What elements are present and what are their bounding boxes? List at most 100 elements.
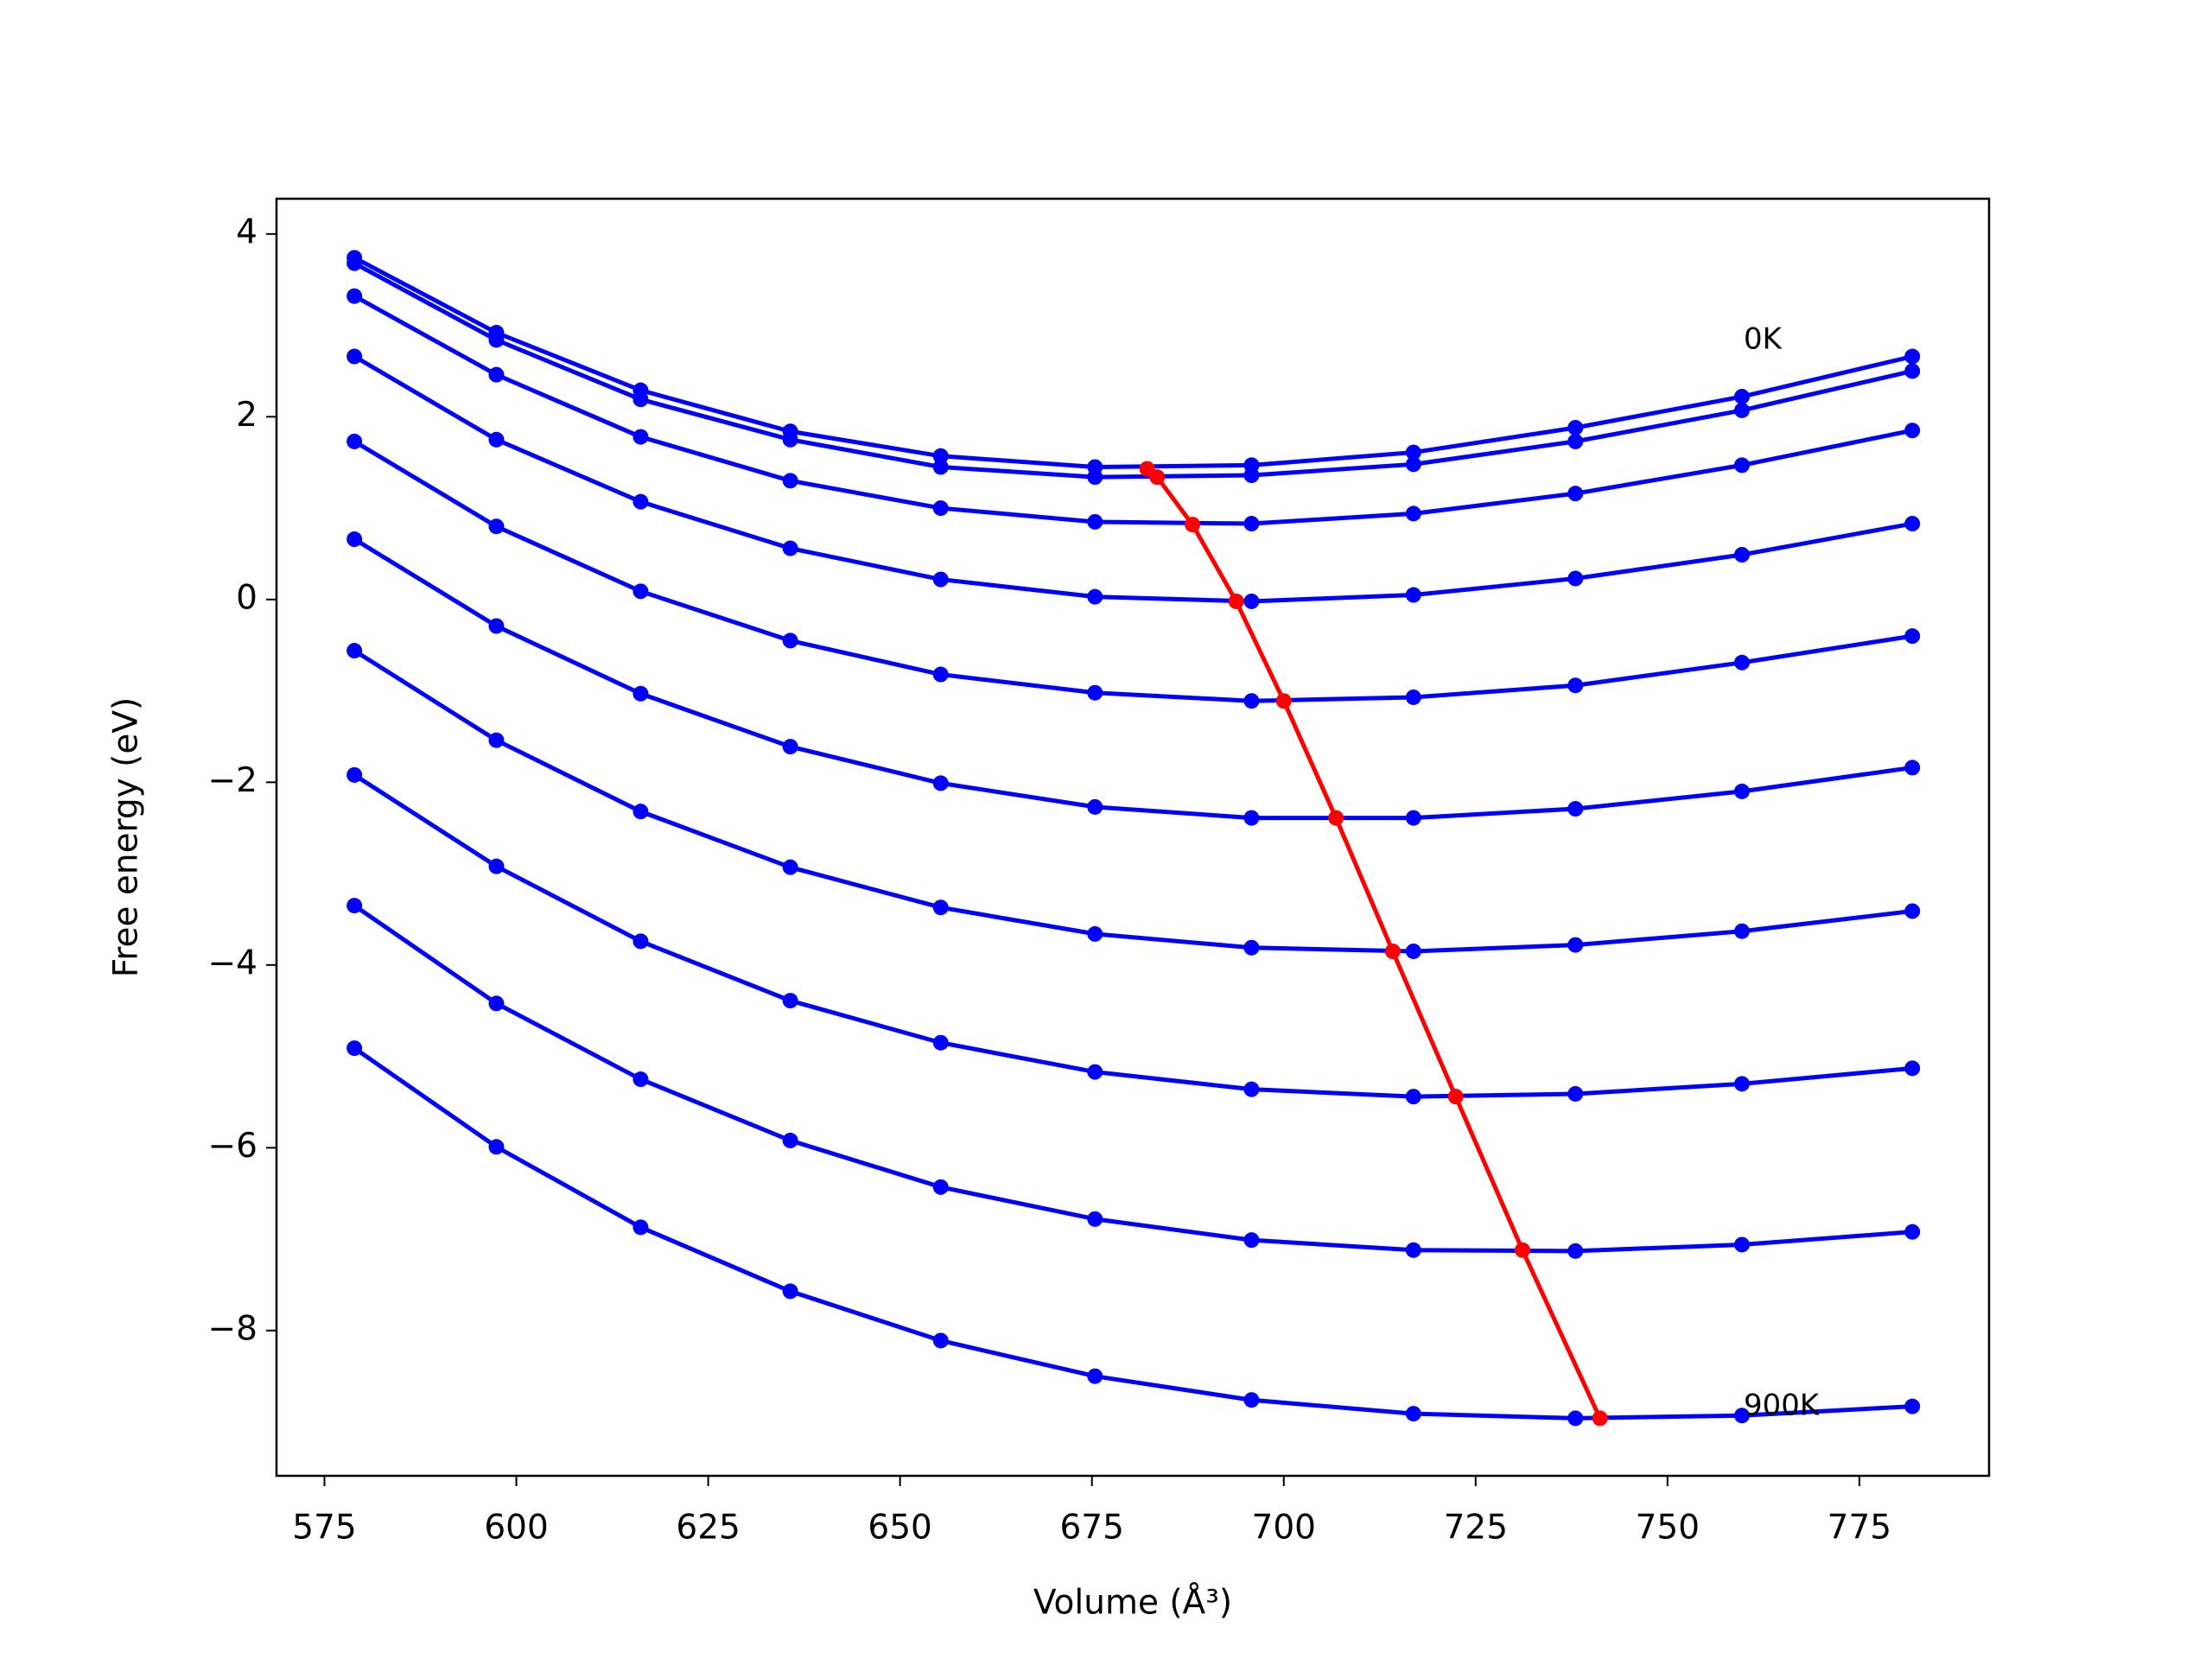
data-point <box>1567 1085 1584 1102</box>
data-point <box>932 459 949 475</box>
data-point <box>1734 402 1751 418</box>
data-point <box>1904 628 1921 645</box>
data-point <box>488 995 505 1012</box>
data-point <box>932 899 949 916</box>
minimum-point <box>1328 810 1344 826</box>
data-point <box>1405 444 1421 461</box>
data-point <box>1734 1076 1751 1092</box>
data-point <box>1243 810 1260 826</box>
x-tick-label: 625 <box>676 1509 740 1548</box>
data-point <box>346 433 363 449</box>
data-point <box>1243 1232 1260 1249</box>
data-point <box>1567 570 1584 587</box>
data-point <box>782 632 798 649</box>
data-point <box>1734 1408 1751 1424</box>
y-axis-label: Free energy (eV) <box>107 697 146 978</box>
data-point <box>1734 547 1751 563</box>
data-point <box>782 473 798 489</box>
data-point <box>1904 1224 1921 1240</box>
x-tick-label: 725 <box>1444 1509 1508 1548</box>
data-point <box>1243 516 1260 532</box>
minimum-point <box>1185 517 1201 533</box>
x-tick-label: 750 <box>1636 1509 1700 1548</box>
data-point <box>782 993 798 1009</box>
data-point <box>1243 939 1260 956</box>
data-point <box>932 500 949 517</box>
data-point <box>488 858 505 874</box>
data-point <box>346 531 363 548</box>
data-point <box>932 1034 949 1051</box>
data-point <box>632 493 649 510</box>
data-point <box>782 739 798 755</box>
data-point <box>1405 1406 1421 1422</box>
data-point <box>488 332 505 348</box>
data-point <box>1734 783 1751 799</box>
x-tick-label: 650 <box>868 1509 931 1548</box>
data-point <box>1087 588 1103 605</box>
data-point <box>1243 593 1260 609</box>
y-tick-label: −2 <box>208 761 258 800</box>
data-point <box>1405 1089 1421 1105</box>
data-point <box>1243 467 1260 484</box>
data-point <box>1567 1410 1584 1427</box>
data-point <box>488 431 505 448</box>
data-point <box>1734 923 1751 939</box>
data-point <box>1567 677 1584 694</box>
data-point <box>1904 348 1921 365</box>
x-tick-label: 775 <box>1827 1509 1891 1548</box>
data-point <box>1087 513 1103 530</box>
y-tick-label: −6 <box>208 1127 258 1166</box>
data-point <box>632 933 649 950</box>
data-point <box>1734 457 1751 474</box>
data-point <box>1087 1064 1103 1080</box>
data-point <box>1904 760 1921 776</box>
y-tick-label: −8 <box>208 1309 258 1348</box>
data-point <box>932 448 949 464</box>
data-point <box>1405 689 1421 705</box>
data-point <box>632 391 649 408</box>
x-tick-label: 575 <box>292 1509 356 1548</box>
data-point <box>1243 1081 1260 1097</box>
data-point <box>632 804 649 820</box>
data-point <box>1087 469 1103 486</box>
data-point <box>1087 925 1103 942</box>
minimum-point <box>1514 1242 1530 1258</box>
data-point <box>1405 1242 1421 1258</box>
x-tick-label: 600 <box>484 1509 548 1548</box>
y-tick-label: 4 <box>236 213 257 251</box>
data-point <box>488 618 505 634</box>
data-point <box>1567 420 1584 436</box>
data-point <box>488 732 505 748</box>
data-point <box>1567 937 1584 953</box>
data-point <box>1734 654 1751 671</box>
data-point <box>1405 943 1421 959</box>
x-tick-label: 700 <box>1252 1509 1316 1548</box>
data-point <box>488 518 505 535</box>
y-tick-label: 2 <box>236 396 257 435</box>
data-point <box>346 255 363 271</box>
data-point <box>1904 1060 1921 1077</box>
data-point <box>1567 801 1584 817</box>
x-tick-label: 675 <box>1059 1509 1123 1548</box>
data-point <box>1405 456 1421 473</box>
data-point <box>1567 1243 1584 1259</box>
data-point <box>346 288 363 304</box>
data-point <box>1405 587 1421 603</box>
data-point <box>346 898 363 914</box>
data-point <box>1243 1392 1260 1408</box>
minimum-point <box>1384 943 1401 959</box>
data-point <box>632 1071 649 1088</box>
data-point <box>1087 684 1103 701</box>
data-point <box>1904 363 1921 379</box>
minima-line <box>1146 467 1602 1420</box>
data-point <box>632 429 649 445</box>
data-point <box>1734 389 1751 405</box>
y-tick-label: 0 <box>236 578 257 617</box>
data-point <box>346 1040 363 1057</box>
data-point <box>1087 798 1103 815</box>
data-point <box>1904 903 1921 919</box>
data-point <box>1405 505 1421 522</box>
data-point <box>782 1132 798 1148</box>
